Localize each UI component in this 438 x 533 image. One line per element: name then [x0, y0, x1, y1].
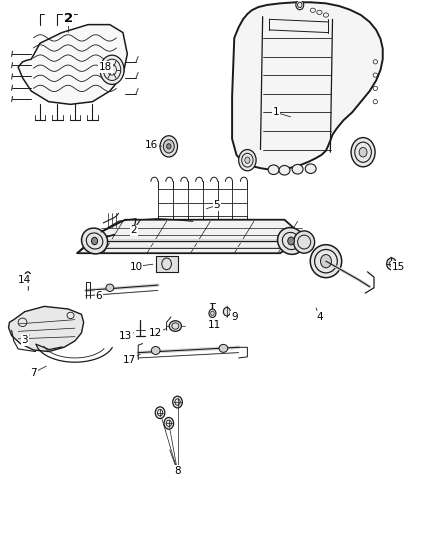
- Text: 5: 5: [213, 200, 220, 211]
- Text: 2: 2: [131, 225, 137, 236]
- Ellipse shape: [288, 237, 294, 245]
- Ellipse shape: [151, 346, 160, 354]
- Text: 17: 17: [123, 354, 136, 365]
- Text: 9: 9: [231, 312, 237, 322]
- Text: 6: 6: [95, 290, 102, 301]
- Ellipse shape: [279, 165, 290, 175]
- Ellipse shape: [305, 164, 316, 173]
- Text: 2: 2: [64, 12, 73, 25]
- Ellipse shape: [278, 228, 304, 254]
- Ellipse shape: [160, 136, 177, 157]
- Ellipse shape: [296, 0, 304, 10]
- Text: 1: 1: [272, 107, 279, 117]
- Ellipse shape: [351, 138, 375, 167]
- Ellipse shape: [81, 228, 108, 254]
- Ellipse shape: [169, 321, 181, 332]
- Text: 11: 11: [208, 320, 221, 330]
- Ellipse shape: [223, 308, 230, 316]
- Text: 8: 8: [174, 466, 181, 476]
- Ellipse shape: [100, 55, 124, 84]
- Ellipse shape: [245, 157, 250, 164]
- Polygon shape: [77, 220, 304, 253]
- Polygon shape: [155, 256, 177, 272]
- Text: 13: 13: [119, 330, 132, 341]
- Ellipse shape: [292, 165, 303, 174]
- Ellipse shape: [219, 344, 228, 352]
- Polygon shape: [9, 306, 84, 352]
- Polygon shape: [232, 2, 383, 169]
- Ellipse shape: [106, 284, 114, 292]
- Ellipse shape: [92, 237, 98, 245]
- Ellipse shape: [209, 309, 216, 318]
- Ellipse shape: [293, 231, 314, 253]
- Ellipse shape: [387, 258, 396, 270]
- Text: 7: 7: [30, 368, 37, 378]
- Ellipse shape: [164, 417, 173, 429]
- Text: 18: 18: [99, 62, 112, 72]
- Text: 15: 15: [392, 262, 405, 271]
- Ellipse shape: [310, 245, 342, 278]
- Text: 4: 4: [316, 312, 323, 322]
- Text: 14: 14: [18, 275, 32, 285]
- Ellipse shape: [321, 255, 332, 268]
- Text: 10: 10: [130, 262, 143, 271]
- Text: 16: 16: [145, 140, 158, 150]
- Text: 12: 12: [149, 328, 162, 338]
- Ellipse shape: [239, 150, 256, 171]
- Ellipse shape: [155, 407, 165, 418]
- Ellipse shape: [166, 144, 171, 149]
- Ellipse shape: [173, 396, 182, 408]
- Text: 3: 3: [21, 335, 28, 345]
- Ellipse shape: [24, 272, 31, 285]
- Ellipse shape: [268, 165, 279, 174]
- Ellipse shape: [359, 148, 367, 157]
- Ellipse shape: [163, 140, 174, 153]
- Polygon shape: [18, 25, 127, 104]
